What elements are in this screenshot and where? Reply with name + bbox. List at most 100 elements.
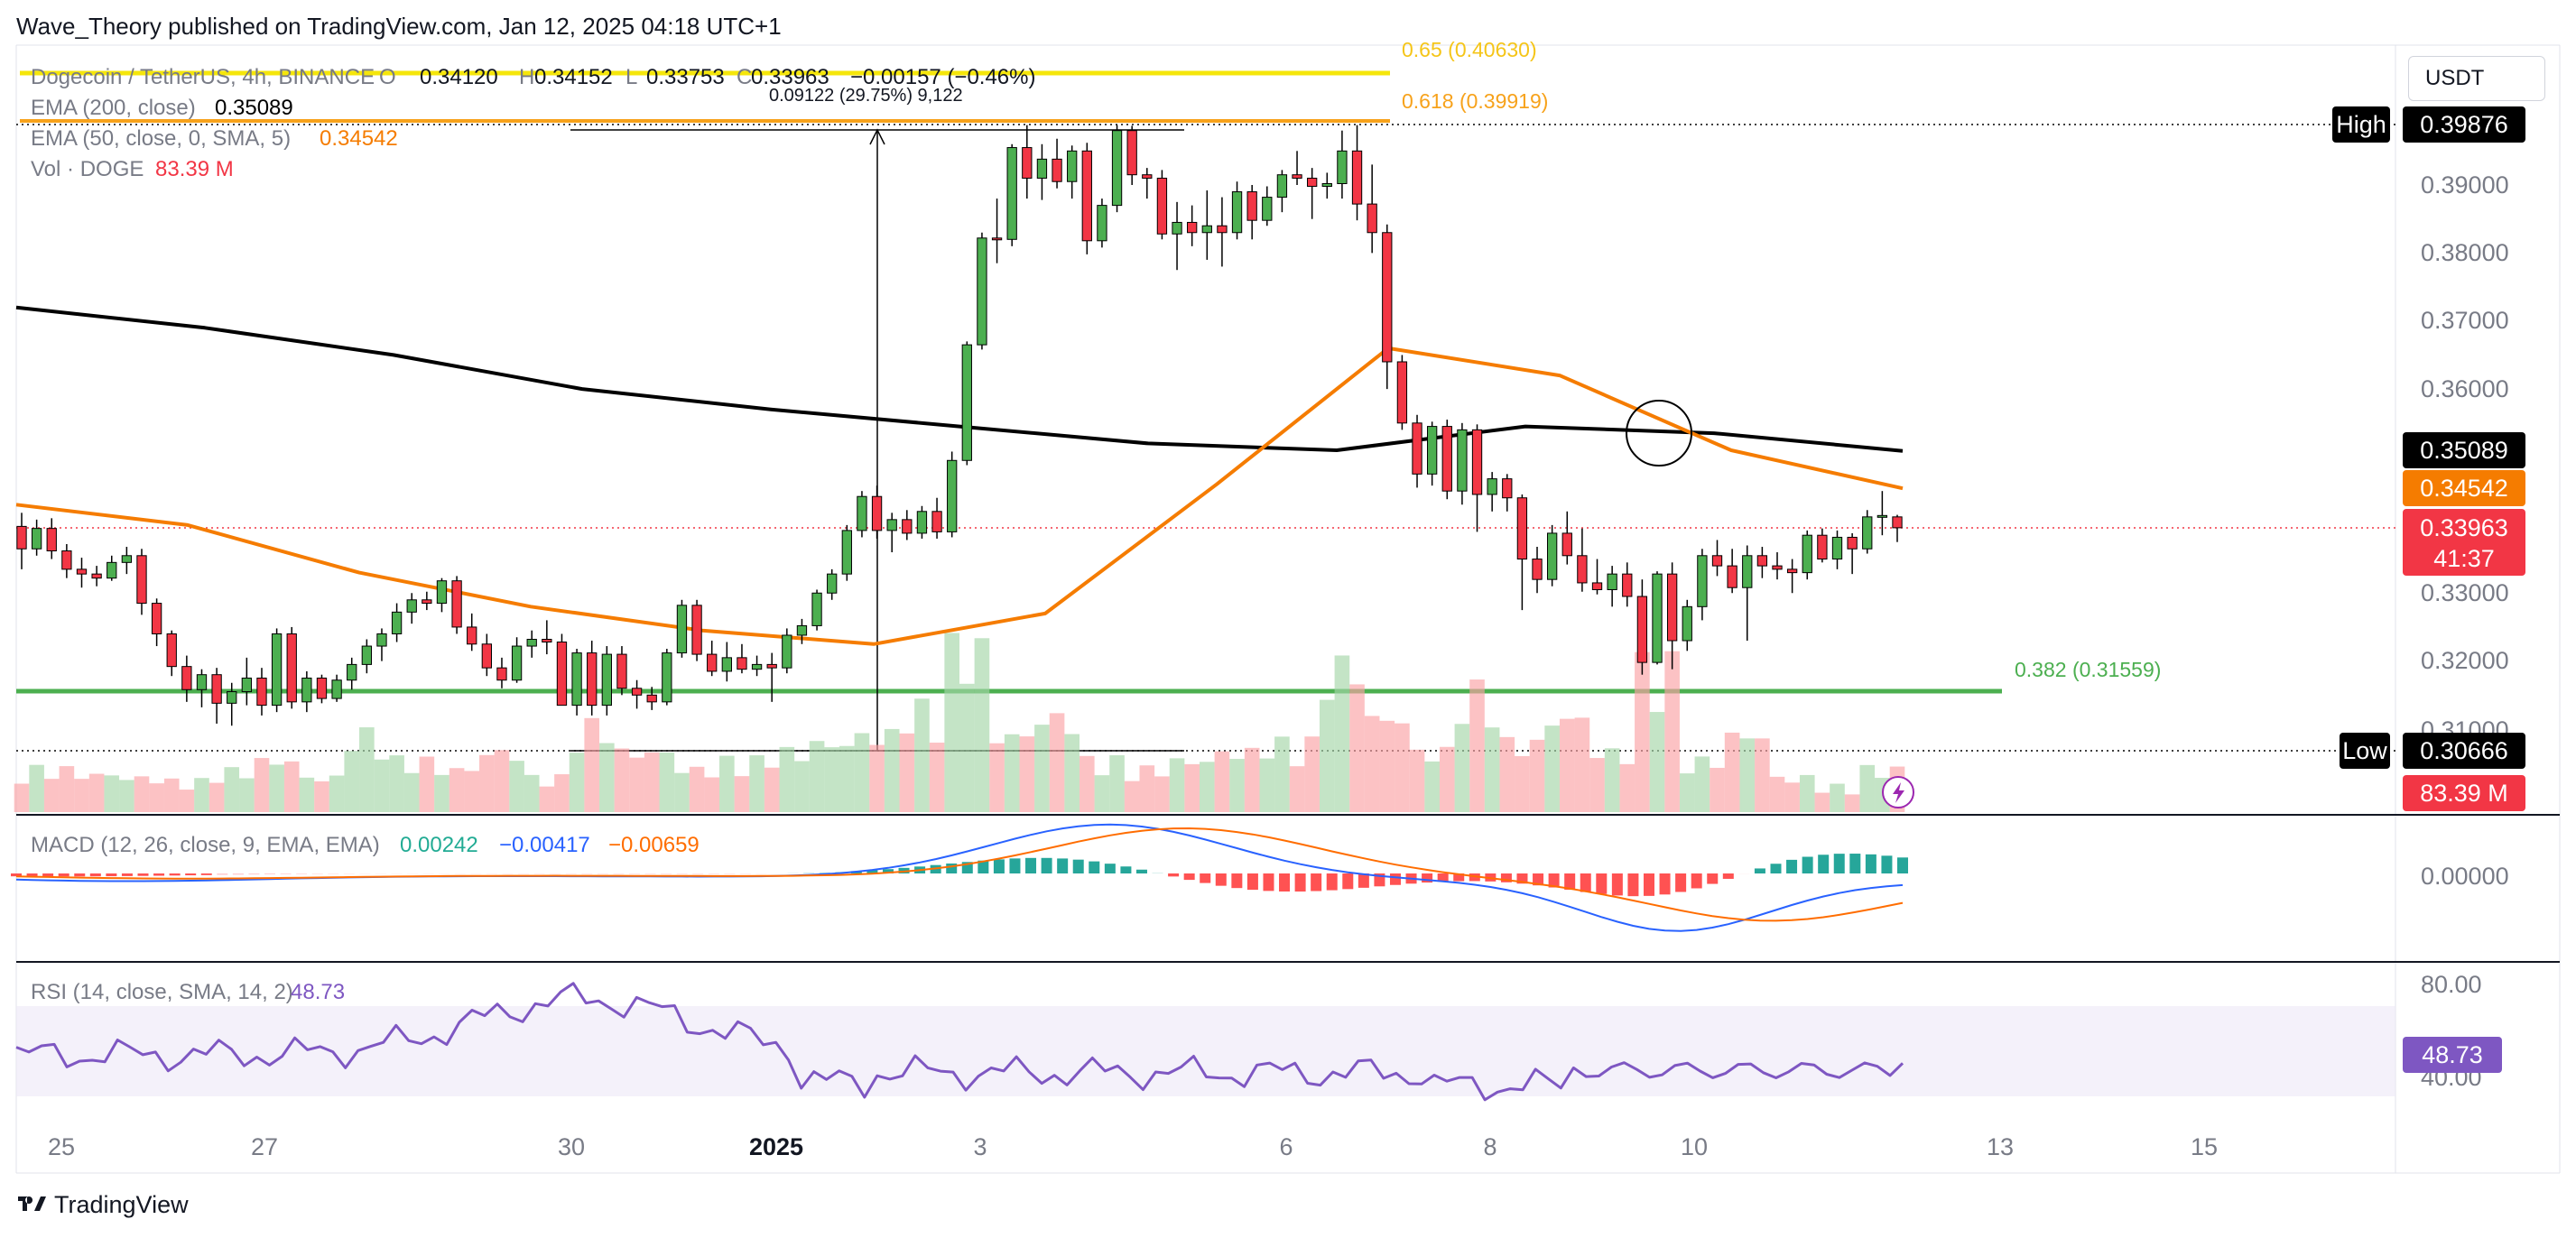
ema50-path: [15, 346, 1904, 646]
svg-text:0.35089: 0.35089: [2420, 437, 2508, 464]
macd-histogram-bar: [1833, 854, 1845, 873]
candle: [1622, 562, 1633, 607]
volume-bar: [283, 761, 300, 812]
volume-bar: [14, 783, 30, 812]
macd-axis-tick: 0.00000: [2421, 863, 2509, 890]
legend-high: 0.34152: [534, 65, 613, 89]
volume-bar: [1395, 723, 1410, 812]
candle-body: [1172, 221, 1182, 235]
macd-histogram-bar: [200, 873, 212, 875]
candle: [751, 655, 763, 677]
volume-bar: [344, 751, 360, 812]
macd-histogram-bar: [866, 870, 878, 873]
time-tick: 8: [1483, 1133, 1496, 1160]
macd-histogram-bar: [1754, 868, 1765, 873]
macd-histogram-bar: [1802, 856, 1813, 873]
candle: [1727, 549, 1737, 594]
candle: [211, 668, 222, 724]
candle: [556, 633, 568, 707]
svg-text:High: High: [2336, 111, 2386, 138]
candle: [1532, 546, 1543, 594]
volume-bar: [914, 698, 930, 812]
candle: [691, 599, 702, 661]
macd-histogram-bar: [1437, 873, 1449, 882]
volume-bar: [824, 747, 840, 812]
legend-symbol: Dogecoin / TetherUS, 4h, BINANCE: [31, 65, 375, 89]
candle: [256, 668, 267, 716]
candle: [1502, 474, 1513, 512]
candle: [1786, 559, 1798, 594]
macd-histogram-bar: [89, 873, 101, 877]
candle-body: [61, 550, 72, 570]
candle: [1666, 562, 1678, 670]
candle: [737, 643, 747, 674]
candle: [46, 518, 57, 559]
price-tick: 0.38000: [2421, 239, 2509, 266]
candle: [1682, 599, 1692, 651]
candle-body: [1006, 147, 1017, 240]
volume-bar: [629, 757, 644, 812]
candle: [61, 543, 72, 578]
volume-bar: [1619, 763, 1635, 812]
volume-bar: [254, 758, 270, 812]
macd-histogram-bar: [26, 873, 38, 877]
volume-bar: [1454, 724, 1470, 812]
candle: [857, 491, 867, 538]
volume-bars: [14, 633, 1905, 812]
candle-body: [961, 344, 972, 461]
candle: [811, 589, 822, 631]
volume-bar: [1830, 783, 1845, 812]
candle: [1142, 168, 1153, 199]
candle-body: [286, 633, 297, 703]
volume-bar: [1769, 776, 1785, 812]
candle: [1441, 420, 1452, 500]
tradingview-logo-icon: [16, 1191, 47, 1219]
macd-histogram-bar: [1611, 873, 1623, 896]
candle-body: [1142, 174, 1153, 179]
candle-body: [166, 633, 177, 668]
ema200-path: [15, 305, 1904, 453]
candle-body: [1262, 197, 1273, 221]
volume-bar: [494, 750, 510, 812]
macd-histogram-bar: [1453, 873, 1465, 882]
candle: [961, 341, 972, 466]
lightning-icon[interactable]: [1882, 776, 1914, 808]
candle: [1487, 472, 1497, 512]
candle-body: [76, 568, 88, 575]
candle: [841, 524, 852, 581]
volume-bar: [1589, 758, 1605, 812]
macd-histogram-bar: [1231, 873, 1243, 889]
candle-body: [406, 599, 417, 613]
currency-button[interactable]: USDT: [2408, 56, 2545, 101]
volume-bar: [119, 780, 134, 812]
candle-body: [1471, 429, 1483, 495]
candle: [1367, 164, 1377, 254]
volume-bar: [1799, 774, 1815, 812]
macd-histogram-bar: [1500, 873, 1512, 882]
candle-body: [1577, 555, 1588, 584]
volume-bar: [359, 727, 375, 812]
macd-histogram-bar: [264, 873, 276, 874]
volume-bar: [1664, 651, 1680, 812]
candle: [196, 669, 208, 707]
macd-histogram-bar: [1897, 857, 1908, 873]
candle-body: [31, 528, 42, 550]
macd-histogram-bar: [1722, 873, 1734, 879]
candle: [1276, 170, 1288, 213]
candle: [376, 628, 387, 661]
candle: [766, 652, 777, 702]
volume-bar: [1034, 725, 1050, 812]
volume-bar: [299, 777, 315, 812]
macd-histogram-bar: [311, 873, 323, 874]
candle: [1711, 540, 1723, 577]
time-tick: 30: [558, 1133, 585, 1160]
candle-body: [1802, 534, 1812, 574]
candle: [1201, 190, 1212, 260]
candle: [1862, 510, 1873, 554]
candle-body: [16, 525, 27, 550]
candle: [947, 451, 958, 538]
ema50-price-tag: 0.34542: [2403, 470, 2525, 506]
volume-bar: [1649, 712, 1665, 812]
candle-body: [737, 657, 747, 670]
